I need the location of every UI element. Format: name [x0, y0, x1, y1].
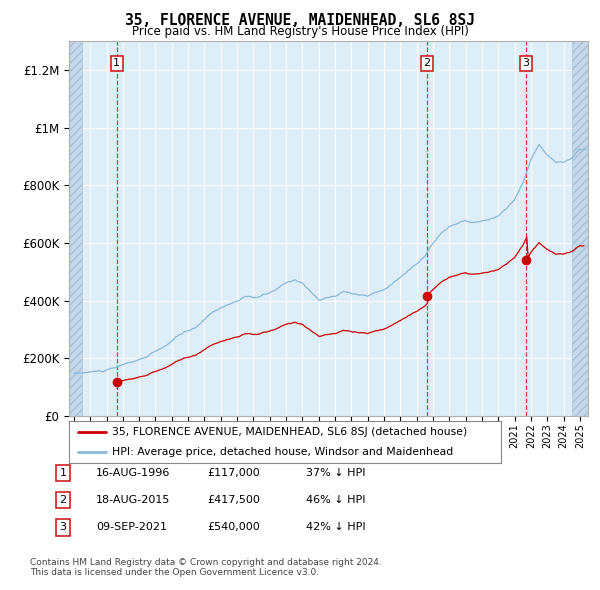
Text: Price paid vs. HM Land Registry's House Price Index (HPI): Price paid vs. HM Land Registry's House …	[131, 25, 469, 38]
Text: £117,000: £117,000	[207, 468, 260, 478]
Text: £540,000: £540,000	[207, 523, 260, 532]
Text: 1: 1	[59, 468, 67, 478]
Text: 35, FLORENCE AVENUE, MAIDENHEAD, SL6 8SJ (detached house): 35, FLORENCE AVENUE, MAIDENHEAD, SL6 8SJ…	[112, 427, 467, 437]
Text: £417,500: £417,500	[207, 496, 260, 505]
Text: 18-AUG-2015: 18-AUG-2015	[96, 496, 170, 505]
Text: 1: 1	[113, 58, 120, 68]
Text: 3: 3	[59, 523, 67, 532]
Text: 09-SEP-2021: 09-SEP-2021	[96, 523, 167, 532]
Text: 3: 3	[523, 58, 529, 68]
Text: 2: 2	[423, 58, 430, 68]
Text: 42% ↓ HPI: 42% ↓ HPI	[306, 523, 365, 532]
Text: 2: 2	[59, 496, 67, 505]
Text: Contains HM Land Registry data © Crown copyright and database right 2024.
This d: Contains HM Land Registry data © Crown c…	[30, 558, 382, 577]
Text: 35, FLORENCE AVENUE, MAIDENHEAD, SL6 8SJ: 35, FLORENCE AVENUE, MAIDENHEAD, SL6 8SJ	[125, 13, 475, 28]
Text: 16-AUG-1996: 16-AUG-1996	[96, 468, 170, 478]
Text: 46% ↓ HPI: 46% ↓ HPI	[306, 496, 365, 505]
Text: HPI: Average price, detached house, Windsor and Maidenhead: HPI: Average price, detached house, Wind…	[112, 447, 454, 457]
Text: 37% ↓ HPI: 37% ↓ HPI	[306, 468, 365, 478]
